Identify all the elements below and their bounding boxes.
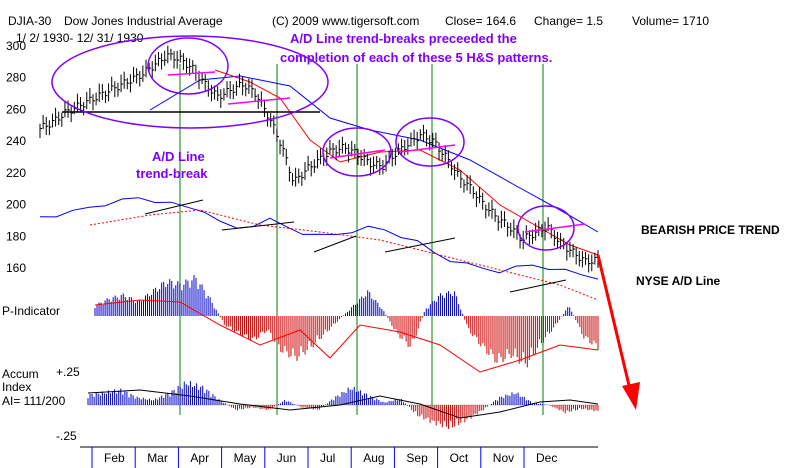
copyright: (C) 2009 www.tigersoft.com (272, 14, 419, 28)
month-axis: Feb Mar Apr May Jun Jul Aug Sep Oct Nov Dec (91, 447, 557, 468)
y-tick-label: 300 (6, 39, 26, 53)
p-indicator-bars (94, 275, 599, 368)
hs-trend-5 (227, 97, 291, 105)
minus25-label: -.25 (56, 429, 77, 443)
month-label: Aug (363, 451, 384, 465)
month-label: Jun (277, 451, 296, 465)
month-label: Jul (320, 451, 335, 465)
hs-circle-nov (517, 205, 575, 251)
accum-label: Accum (2, 367, 39, 381)
bearish-arrow-shaft (596, 254, 634, 399)
hs-pattern-circles (51, 35, 575, 251)
month-label: May (234, 451, 257, 465)
month-label: Sep (406, 451, 428, 465)
volume-value: Volume= 1710 (632, 14, 709, 28)
annotation-title-1: A/D Line trend-breaks preceeded the (290, 31, 517, 46)
annotation-title-2: completion of each of these 5 H&S patter… (280, 50, 552, 65)
ad-line (39, 197, 599, 280)
month-label: Feb (104, 451, 125, 465)
y-tick-label: 280 (6, 71, 26, 85)
ad-trendline-3 (313, 235, 357, 253)
month-label: Oct (450, 451, 469, 465)
p-indicator-label: P-Indicator (2, 304, 60, 318)
bearish-arrow-head (622, 382, 640, 410)
nyse-ad-label: NYSE A/D Line (636, 274, 721, 288)
p-indicator-ma (94, 299, 599, 373)
y-axis-ticks: 300 280 260 240 220 200 180 160 (6, 39, 26, 275)
hs-circle-sep (395, 117, 465, 167)
ad-trendline-4 (384, 237, 456, 253)
ad-line-ma (89, 209, 599, 301)
month-label: Nov (493, 451, 514, 465)
hs-trend-1 (167, 71, 216, 76)
ai-value-label: AI= 111/200 (2, 394, 66, 408)
y-tick-label: 180 (6, 229, 26, 243)
y-tick-label: 240 (6, 134, 26, 148)
y-tick-label: 220 (6, 166, 26, 180)
hs-circle-apr (147, 37, 229, 95)
symbol-label: DJIA-30 (8, 14, 52, 28)
index-label: Index (2, 380, 31, 394)
y-tick-label: 260 (6, 102, 26, 116)
hs-circle-large (51, 35, 329, 129)
month-label: Dec (536, 451, 557, 465)
trend-break-lines (179, 64, 544, 415)
ad-trendline-2 (221, 221, 295, 231)
hs-trend-4 (524, 223, 586, 233)
date-range: 1/ 2/ 1930- 12/ 31/ 1930 (16, 31, 144, 45)
plus25-label: +.25 (56, 365, 80, 379)
month-label: Apr (190, 451, 209, 465)
close-value: Close= 164.6 (445, 14, 516, 28)
index-name: Dow Jones Industrial Average (64, 14, 223, 28)
ad-trendline-1 (144, 199, 204, 215)
hs-circle-jul (322, 127, 392, 177)
hs-trend-3 (399, 144, 456, 153)
annotation-adline: A/D Line (152, 149, 205, 164)
ad-trendline-5 (509, 279, 567, 293)
accum-ma (87, 389, 599, 419)
month-label: Mar (147, 451, 168, 465)
y-tick-label: 160 (6, 261, 26, 275)
price-bars (39, 45, 600, 273)
y-tick-label: 200 (6, 198, 26, 212)
change-value: Change= 1.5 (534, 14, 603, 28)
bearish-label: BEARISH PRICE TREND (641, 223, 780, 237)
annotation-trend-break: trend-break (136, 166, 208, 181)
hs-trend-2 (329, 149, 386, 159)
